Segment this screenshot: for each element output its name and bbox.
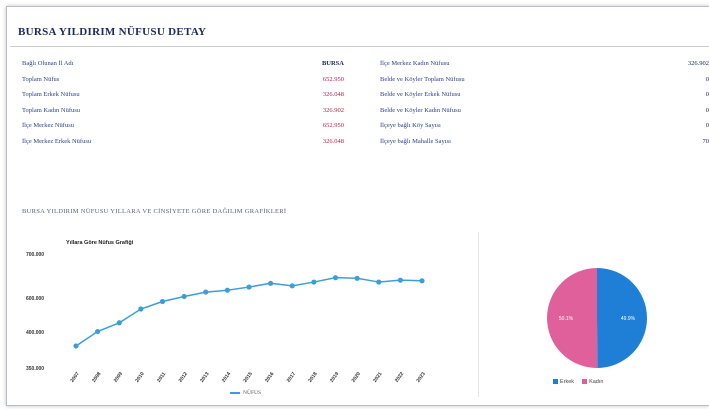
- info-value: 652.950: [322, 75, 344, 83]
- data-point[interactable]: [268, 280, 274, 286]
- x-tick-label: 2013: [199, 371, 210, 384]
- pie-slice-kadın[interactable]: [546, 268, 598, 368]
- line-legend-swatch: [230, 392, 240, 394]
- x-tick-label: 2018: [307, 371, 318, 384]
- line-legend: NÜFUS: [230, 390, 261, 396]
- data-point[interactable]: [246, 284, 252, 290]
- data-point[interactable]: [224, 287, 230, 293]
- x-tick-label: 2009: [113, 371, 124, 384]
- y-tick-label: 350.000: [26, 366, 44, 372]
- info-row: Bağlı Olunan İl Adı BURSA: [22, 56, 344, 72]
- x-tick-label: 2016: [264, 371, 275, 384]
- info-row: Belde ve Köyler Toplam Nüfusu 0: [380, 72, 709, 88]
- info-label: Toplam Kadın Nüfusu: [22, 106, 81, 114]
- info-label: İlçe Merkez Nüfusu: [22, 122, 74, 130]
- info-value: 0: [705, 75, 709, 83]
- info-value: 0: [705, 122, 709, 130]
- x-tick-label: 2011: [156, 371, 167, 384]
- info-row: İlçe Merkez Erkek Nüfusu 326.048: [22, 134, 344, 150]
- info-value: 0: [705, 106, 709, 114]
- info-label: İlçe Merkez Kadın Nüfusu: [380, 60, 450, 68]
- pie-legend: Erkek Kadın: [553, 379, 603, 385]
- x-tick-label: 2014: [221, 371, 232, 384]
- y-tick-label: 700.000: [26, 252, 44, 258]
- data-point[interactable]: [311, 279, 317, 285]
- info-row: Belde ve Köyler Erkek Nüfusu 0: [380, 87, 709, 103]
- x-tick-label: 2020: [351, 371, 362, 384]
- population-line-chart: Yıllara Göre Nüfus Grafiği 700.000 600.000…: [26, 240, 427, 384]
- data-point[interactable]: [203, 289, 209, 295]
- left-info-table: Bağlı Olunan İl Adı BURSA Toplam Nüfus 652.…: [22, 56, 344, 149]
- info-row: Toplam Nüfus 652.950: [22, 72, 344, 88]
- info-value: 70: [702, 137, 709, 145]
- x-tick-label: 2010: [134, 371, 145, 384]
- pie-slice-erkek[interactable]: [597, 268, 647, 368]
- info-label: Belde ve Köyler Toplam Nüfusu: [380, 75, 465, 83]
- line-chart-title: Yıllara Göre Nüfus Grafiği: [66, 240, 134, 246]
- section-title: BURSA YILDIRIM NÜFUSU YILLARA VE CİNSİYE…: [22, 208, 287, 215]
- data-point[interactable]: [181, 293, 187, 300]
- pie-legend-female: Kadın: [582, 379, 603, 385]
- female-swatch: [582, 379, 588, 385]
- info-value: 326.048: [322, 137, 344, 145]
- y-tick-label: 400.000: [26, 330, 44, 336]
- x-tick-label: 2022: [394, 371, 405, 384]
- data-point[interactable]: [159, 298, 166, 305]
- x-tick-label: 2017: [286, 371, 297, 384]
- data-point[interactable]: [419, 278, 425, 284]
- info-value: BURSA: [321, 60, 344, 68]
- data-point[interactable]: [332, 275, 339, 281]
- data-point[interactable]: [354, 275, 360, 281]
- info-row: İlçe Merkez Nüfusu 652.950: [22, 118, 344, 134]
- info-row: Toplam Erkek Nüfusu 326.048: [22, 87, 344, 103]
- info-value: 0: [705, 91, 709, 99]
- title-divider: [10, 46, 709, 47]
- info-label: Belde ve Köyler Erkek Nüfusu: [380, 91, 461, 99]
- y-tick-label: 600.000: [26, 296, 44, 302]
- info-value: 652.950: [322, 122, 344, 130]
- male-legend-label: Erkek: [560, 379, 575, 385]
- x-tick-label: 2008: [91, 371, 102, 384]
- x-tick-label: 2012: [178, 371, 189, 384]
- info-row: Toplam Kadın Nüfusu 326.902: [22, 103, 344, 119]
- info-row: İlçeye bağlı Mahalle Sayısı 70: [380, 134, 709, 150]
- x-tick-label: 2021: [372, 371, 383, 384]
- x-tick-label: 2019: [329, 371, 340, 384]
- info-label: Toplam Nüfus: [22, 75, 60, 83]
- info-label: İlçeye bağlı Mahalle Sayısı: [380, 137, 451, 145]
- data-point[interactable]: [95, 328, 101, 335]
- info-row: İlçe Merkez Kadın Nüfusu 326.902: [380, 56, 709, 72]
- info-label: Bağlı Olunan İl Adı: [22, 60, 74, 68]
- info-value: 326.902: [687, 60, 709, 68]
- page-title: BURSA YILDIRIM NÜFUSU DETAY: [18, 26, 207, 38]
- data-point[interactable]: [116, 320, 122, 326]
- info-value: 326.048: [322, 91, 344, 99]
- info-label: Belde ve Köyler Kadın Nüfusu: [380, 106, 461, 114]
- data-point[interactable]: [289, 283, 295, 289]
- pie-legend-male: Erkek: [553, 379, 574, 385]
- info-row: İlçeye bağlı Köy Sayısı 0: [380, 118, 709, 134]
- chart-divider: [478, 232, 479, 397]
- right-info-table: İlçe Merkez Kadın Nüfusu 326.902 Belde ve …: [380, 56, 709, 149]
- female-legend-label: Kadın: [589, 379, 604, 385]
- data-point[interactable]: [397, 277, 403, 283]
- info-label: İlçeye bağlı Köy Sayısı: [380, 122, 441, 130]
- x-tick-label: 2007: [70, 371, 81, 384]
- gender-pie-chart: 49.9% 50.1%: [546, 268, 647, 368]
- info-row: Belde ve Köyler Kadın Nüfusu 0: [380, 103, 709, 119]
- data-point[interactable]: [376, 279, 382, 285]
- info-label: İlçe Merkez Erkek Nüfusu: [22, 137, 92, 145]
- male-swatch: [553, 379, 558, 385]
- x-tick-label: 2023: [416, 371, 427, 384]
- data-point[interactable]: [138, 306, 144, 312]
- info-value: 326.902: [322, 106, 344, 114]
- pie-slice-label: 50.1%: [559, 316, 574, 322]
- info-label: Toplam Erkek Nüfusu: [22, 91, 80, 99]
- line-legend-label: NÜFUS: [243, 390, 262, 396]
- x-tick-label: 2015: [243, 371, 254, 384]
- pie-slice-label: 49.9%: [621, 316, 636, 322]
- data-point[interactable]: [73, 343, 79, 349]
